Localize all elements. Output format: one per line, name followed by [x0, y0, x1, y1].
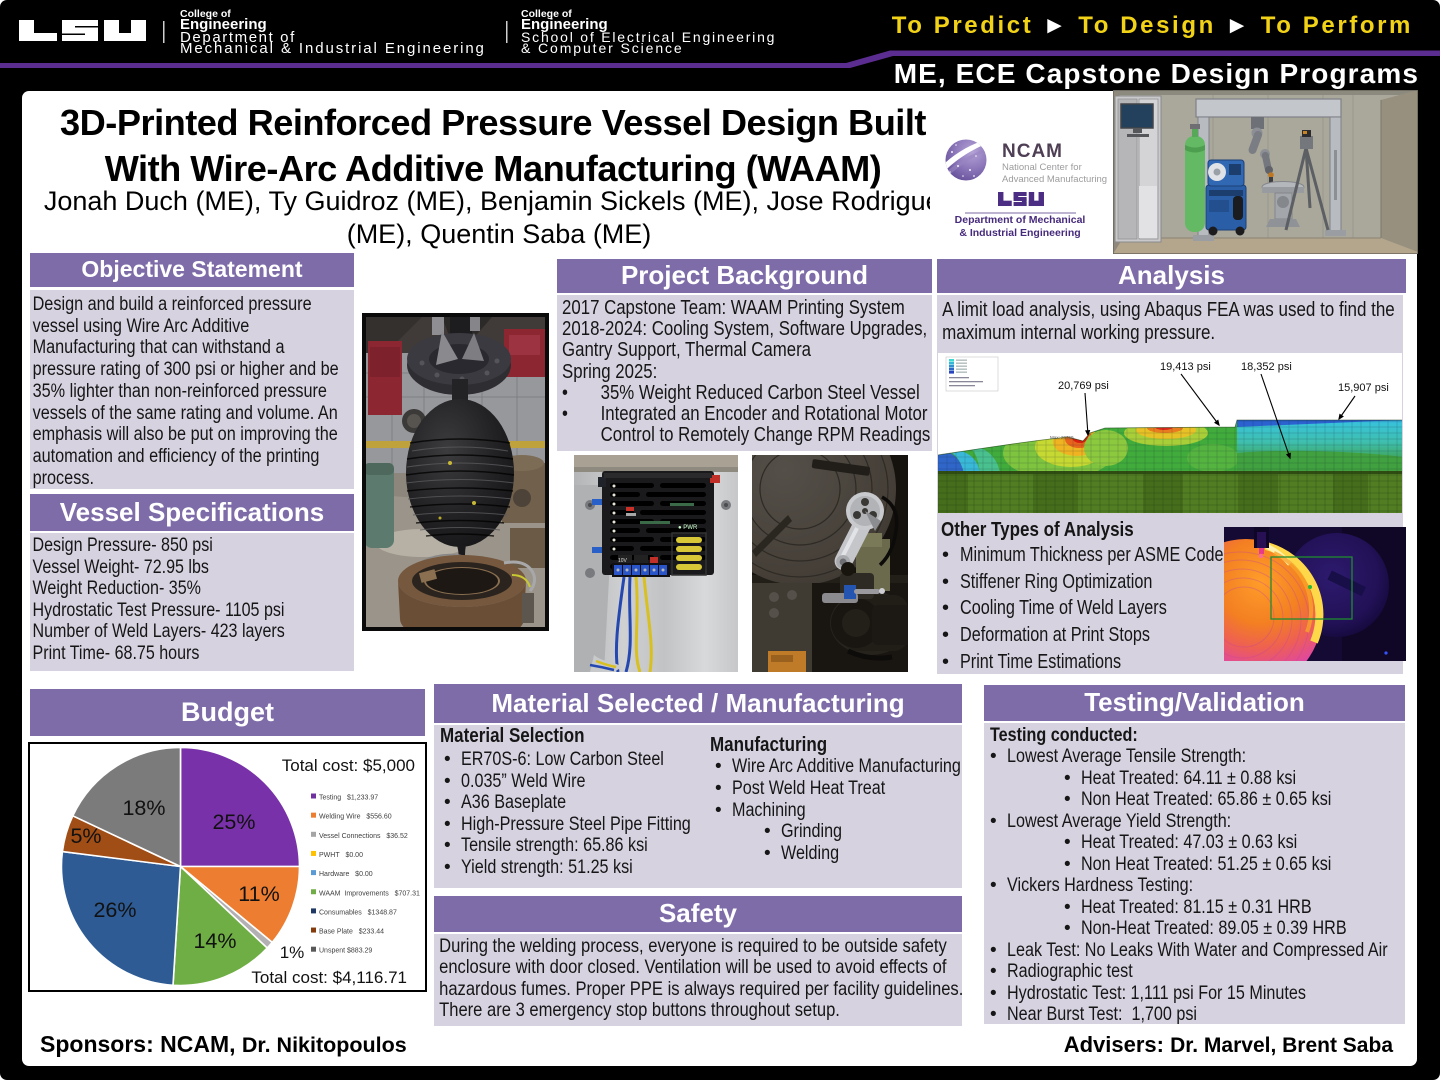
svg-text:NCAM: NCAM: [1002, 141, 1063, 162]
svg-text:PWHT $0.00: PWHT $0.00: [319, 852, 363, 859]
svg-text:Welding Wire $556.60: Welding Wire $556.60: [319, 814, 392, 821]
svg-text:Testing $1,233.97: Testing $1,233.97: [319, 795, 378, 802]
svg-text:Hardware $0.00: Hardware $0.00: [319, 871, 373, 878]
svg-text:Total cost: $4,116.71: Total cost: $4,116.71: [251, 968, 407, 987]
svg-text:25%: 25%: [212, 810, 255, 834]
svg-text:11%: 11%: [238, 882, 279, 906]
svg-text:Advanced Manufacturing: Advanced Manufacturing: [1002, 174, 1107, 185]
svg-text:15,907 psi: 15,907 psi: [1338, 382, 1389, 394]
svg-text:Department of Mechanical: Department of Mechanical: [955, 214, 1086, 226]
svg-text:10V: 10V: [618, 558, 628, 564]
svg-text:5%: 5%: [70, 824, 101, 848]
svg-text:Unspent $883.29: Unspent $883.29: [319, 948, 372, 955]
svg-text:1%: 1%: [280, 943, 305, 962]
svg-text:Total cost: $5,000: Total cost: $5,000: [282, 756, 415, 775]
svg-text:● PWR: ● PWR: [678, 525, 698, 531]
svg-text:Vessel Connections $36.52: Vessel Connections $36.52: [319, 833, 408, 840]
svg-text:WAAM Improvements $707.31: WAAM Improvements $707.31: [319, 890, 420, 897]
svg-text:26%: 26%: [93, 898, 136, 922]
svg-text:14%: 14%: [193, 929, 236, 953]
svg-text:19,413 psi: 19,413 psi: [1160, 361, 1211, 373]
svg-text:18,352 psi: 18,352 psi: [1241, 361, 1292, 373]
svg-text:Max: 20769: Max: 20769: [1050, 435, 1074, 440]
svg-text:Base Plate $233.44: Base Plate $233.44: [319, 929, 384, 936]
svg-text:Consumables $1348.87: Consumables $1348.87: [319, 909, 397, 916]
svg-text:& Industrial Engineering: & Industrial Engineering: [959, 227, 1080, 239]
svg-text:National Center for: National Center for: [1002, 162, 1082, 173]
svg-text:20,769 psi: 20,769 psi: [1058, 380, 1109, 392]
svg-text:18%: 18%: [122, 796, 165, 820]
